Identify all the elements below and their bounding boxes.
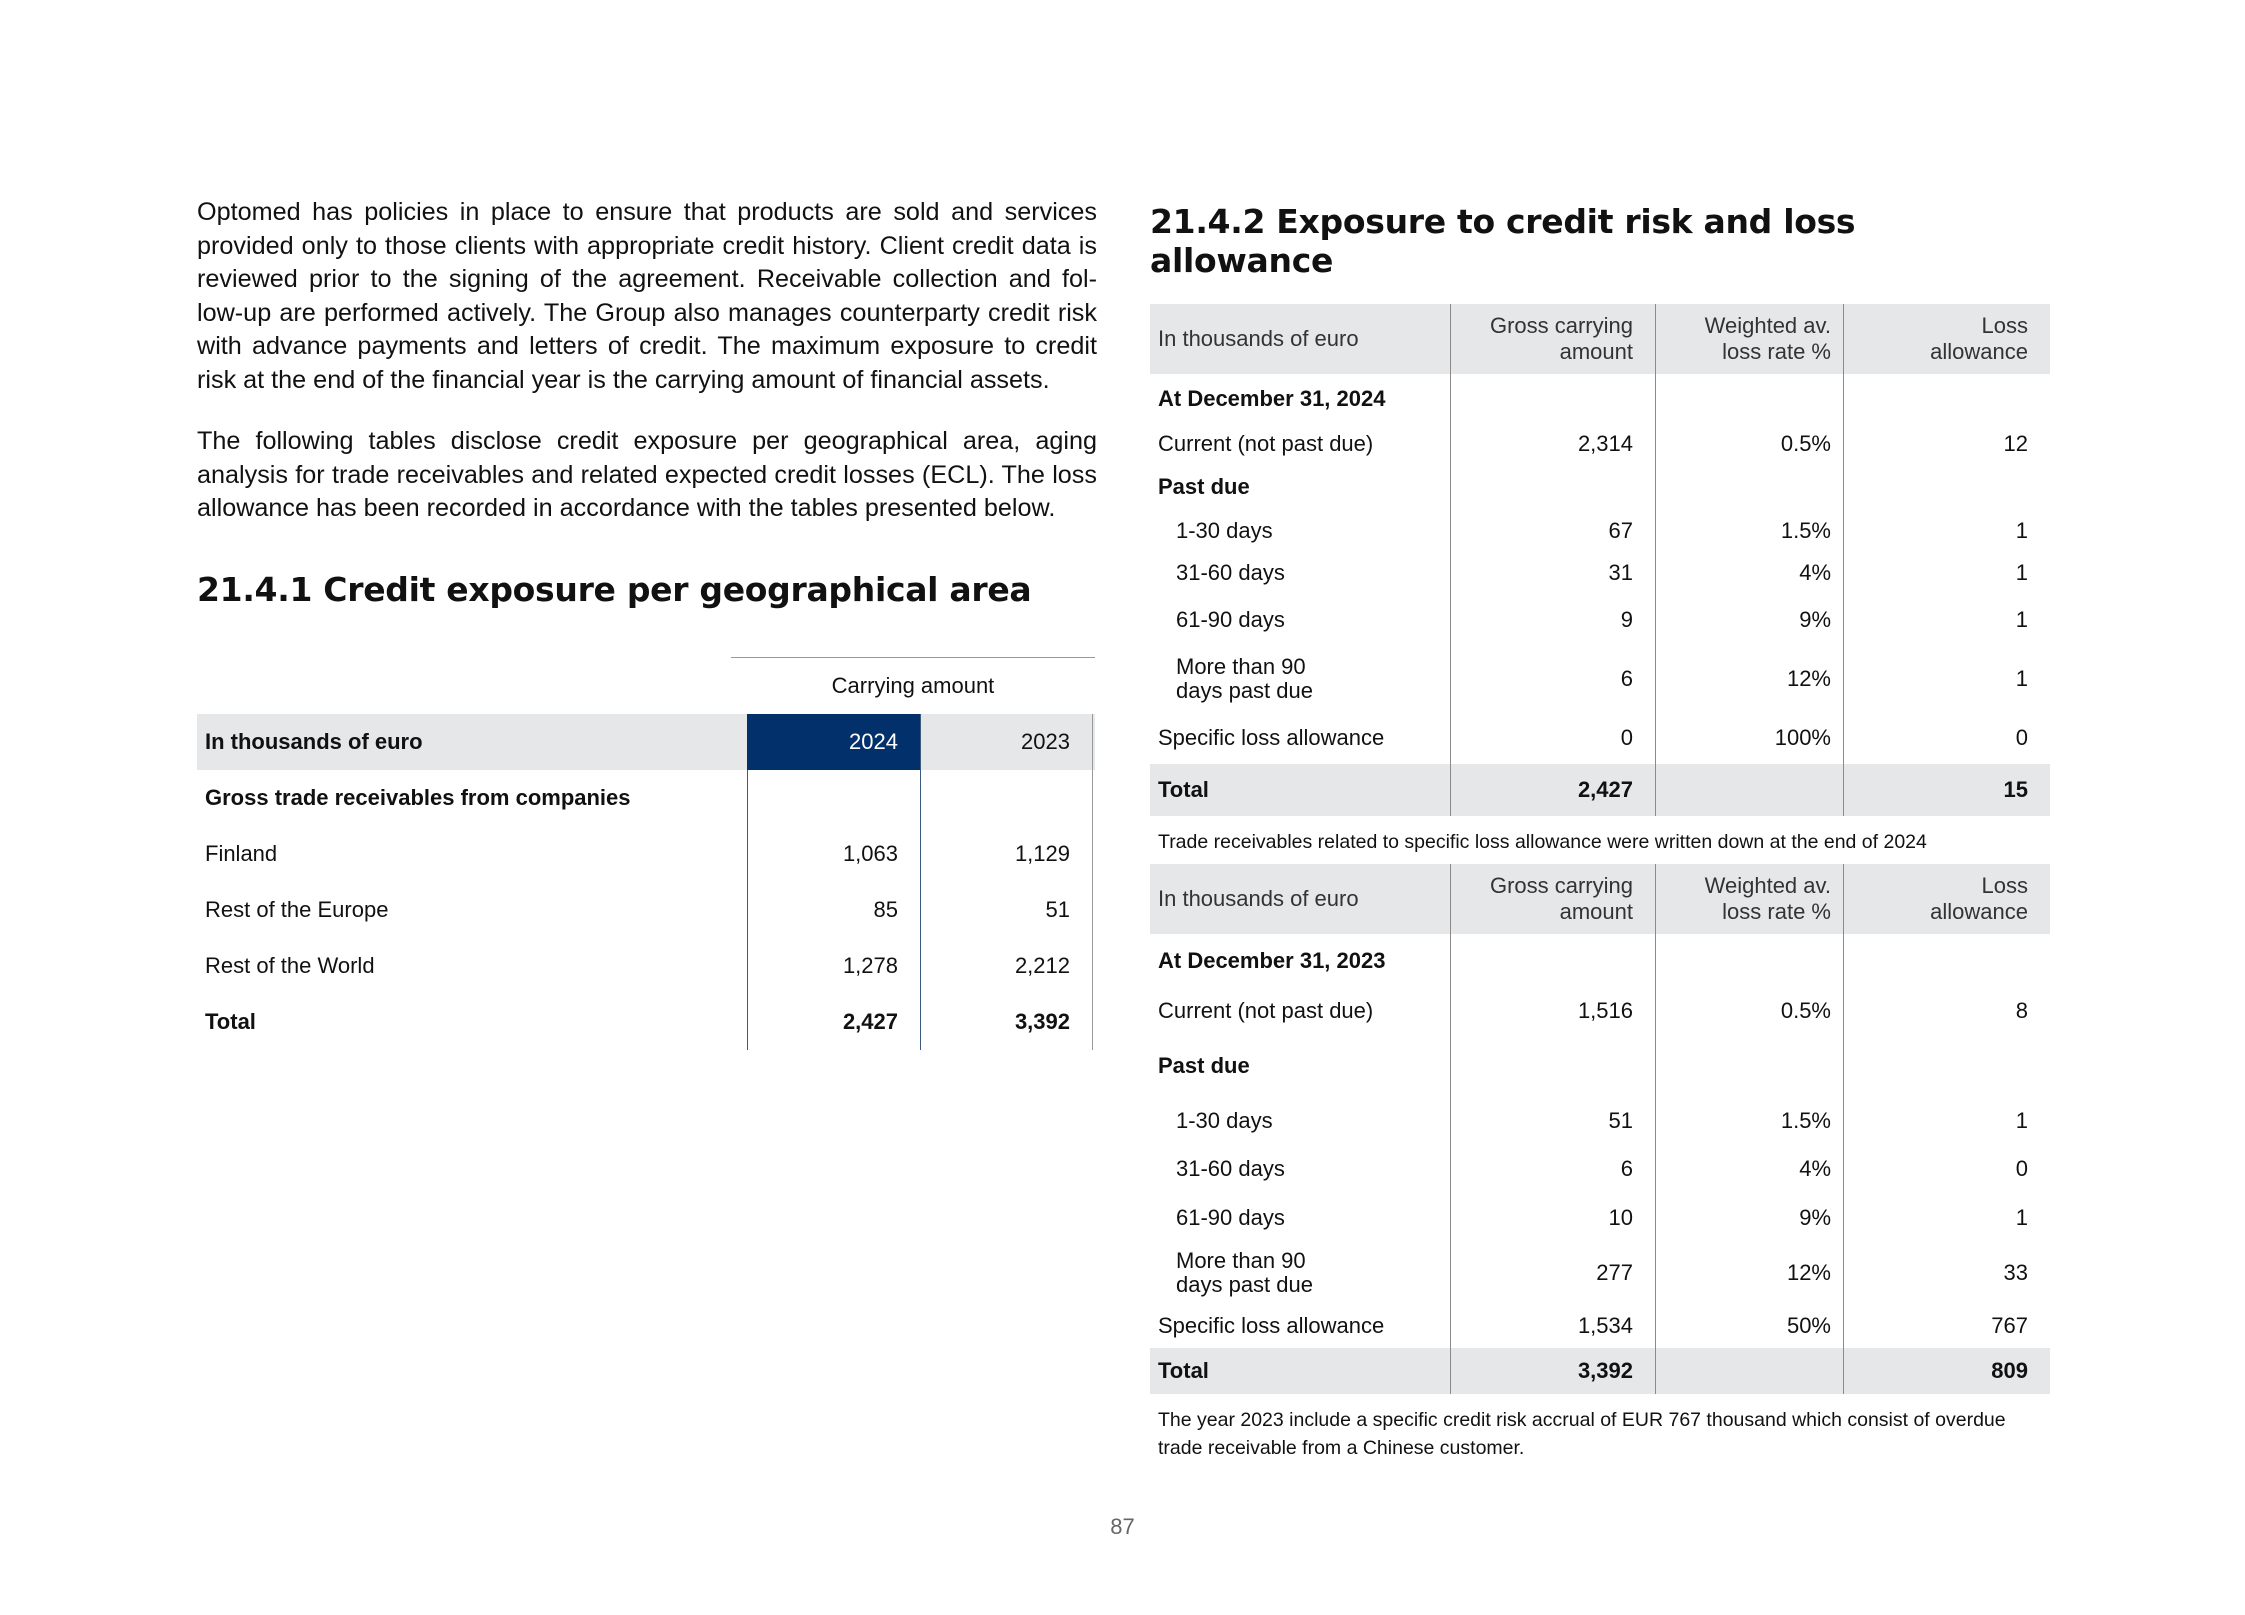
loss-total-row: Total 3,392 809 bbox=[1150, 1348, 2050, 1394]
loss-table-2024: In thousands of euro Gross carrying amoun… bbox=[1150, 304, 2050, 864]
page-number: 87 bbox=[1110, 1514, 1135, 1539]
geo-group-header: Carrying amount bbox=[731, 656, 1095, 714]
date-row: At December 31, 2023 bbox=[1150, 934, 2050, 988]
table-row: Rest of the Europe 85 51 bbox=[197, 881, 1095, 938]
table-row: Specific loss allowance 1,534 50% 767 bbox=[1150, 1304, 2050, 1348]
loss-table-2023: In thousands of euro Gross carrying amoun… bbox=[1150, 864, 2050, 1462]
geo-section-row: Gross trade receivables from companies bbox=[197, 769, 1095, 826]
past-due-row: Past due bbox=[1150, 1034, 2050, 1098]
loss-section-heading: 21.4.2 Exposure to credit risk and loss … bbox=[1150, 202, 1856, 280]
geo-col-2024: 2024 bbox=[747, 713, 920, 770]
past-due-row: Past due bbox=[1150, 464, 2050, 510]
left-column: Optomed has policies in place to ensure … bbox=[197, 196, 1097, 1050]
geo-header-row: In thousands of euro 2024 2023 bbox=[197, 713, 1095, 770]
right-column: 21.4.2 Exposure to credit risk and loss … bbox=[1150, 196, 2050, 1462]
table-note: Trade receivables related to specific lo… bbox=[1158, 831, 1927, 853]
table-row: 1-30 days 67 1.5% 1 bbox=[1150, 510, 2050, 552]
loss-header-row: In thousands of euro Gross carrying amoun… bbox=[1150, 864, 2050, 934]
table-row: Rest of the World 1,278 2,212 bbox=[197, 937, 1095, 994]
table-row: 1-30 days 51 1.5% 1 bbox=[1150, 1098, 2050, 1144]
table-row: More than 90 days past due 6 12% 1 bbox=[1150, 646, 2050, 712]
table-row: More than 90 days past due 277 12% 33 bbox=[1150, 1242, 2050, 1304]
geo-table: Carrying amount In thousands of euro 202… bbox=[197, 656, 1095, 1050]
table-row: Specific loss allowance 0 100% 0 bbox=[1150, 712, 2050, 764]
date-row: At December 31, 2024 bbox=[1150, 374, 2050, 424]
table-row: Current (not past due) 2,314 0.5% 12 bbox=[1150, 424, 2050, 464]
geo-section-label: Gross trade receivables from companies bbox=[205, 784, 631, 810]
table-row: 31-60 days 31 4% 1 bbox=[1150, 552, 2050, 594]
table-row: 61-90 days 10 9% 1 bbox=[1150, 1194, 2050, 1242]
intro-paragraph-2: The following tables disclose credit exp… bbox=[197, 427, 1097, 522]
geo-total-row: Total 2,427 3,392 bbox=[197, 993, 1095, 1050]
loss-header-row: In thousands of euro Gross carrying amoun… bbox=[1150, 304, 2050, 374]
geo-label-header: In thousands of euro bbox=[205, 728, 423, 754]
loss-total-row: Total 2,427 15 bbox=[1150, 764, 2050, 816]
geo-col-2023: 2023 bbox=[920, 713, 1093, 770]
table-note: The year 2023 include a specific credit … bbox=[1158, 1409, 2006, 1459]
table-row: Current (not past due) 1,516 0.5% 8 bbox=[1150, 988, 2050, 1034]
table-row: 61-90 days 9 9% 1 bbox=[1150, 594, 2050, 646]
table-row: 31-60 days 6 4% 0 bbox=[1150, 1144, 2050, 1194]
geo-section-heading: 21.4.1 Credit exposure per geographical … bbox=[197, 569, 1032, 609]
table-row: Finland 1,063 1,129 bbox=[197, 825, 1095, 882]
intro-paragraph-1: Optomed has policies in place to ensure … bbox=[197, 198, 1097, 394]
